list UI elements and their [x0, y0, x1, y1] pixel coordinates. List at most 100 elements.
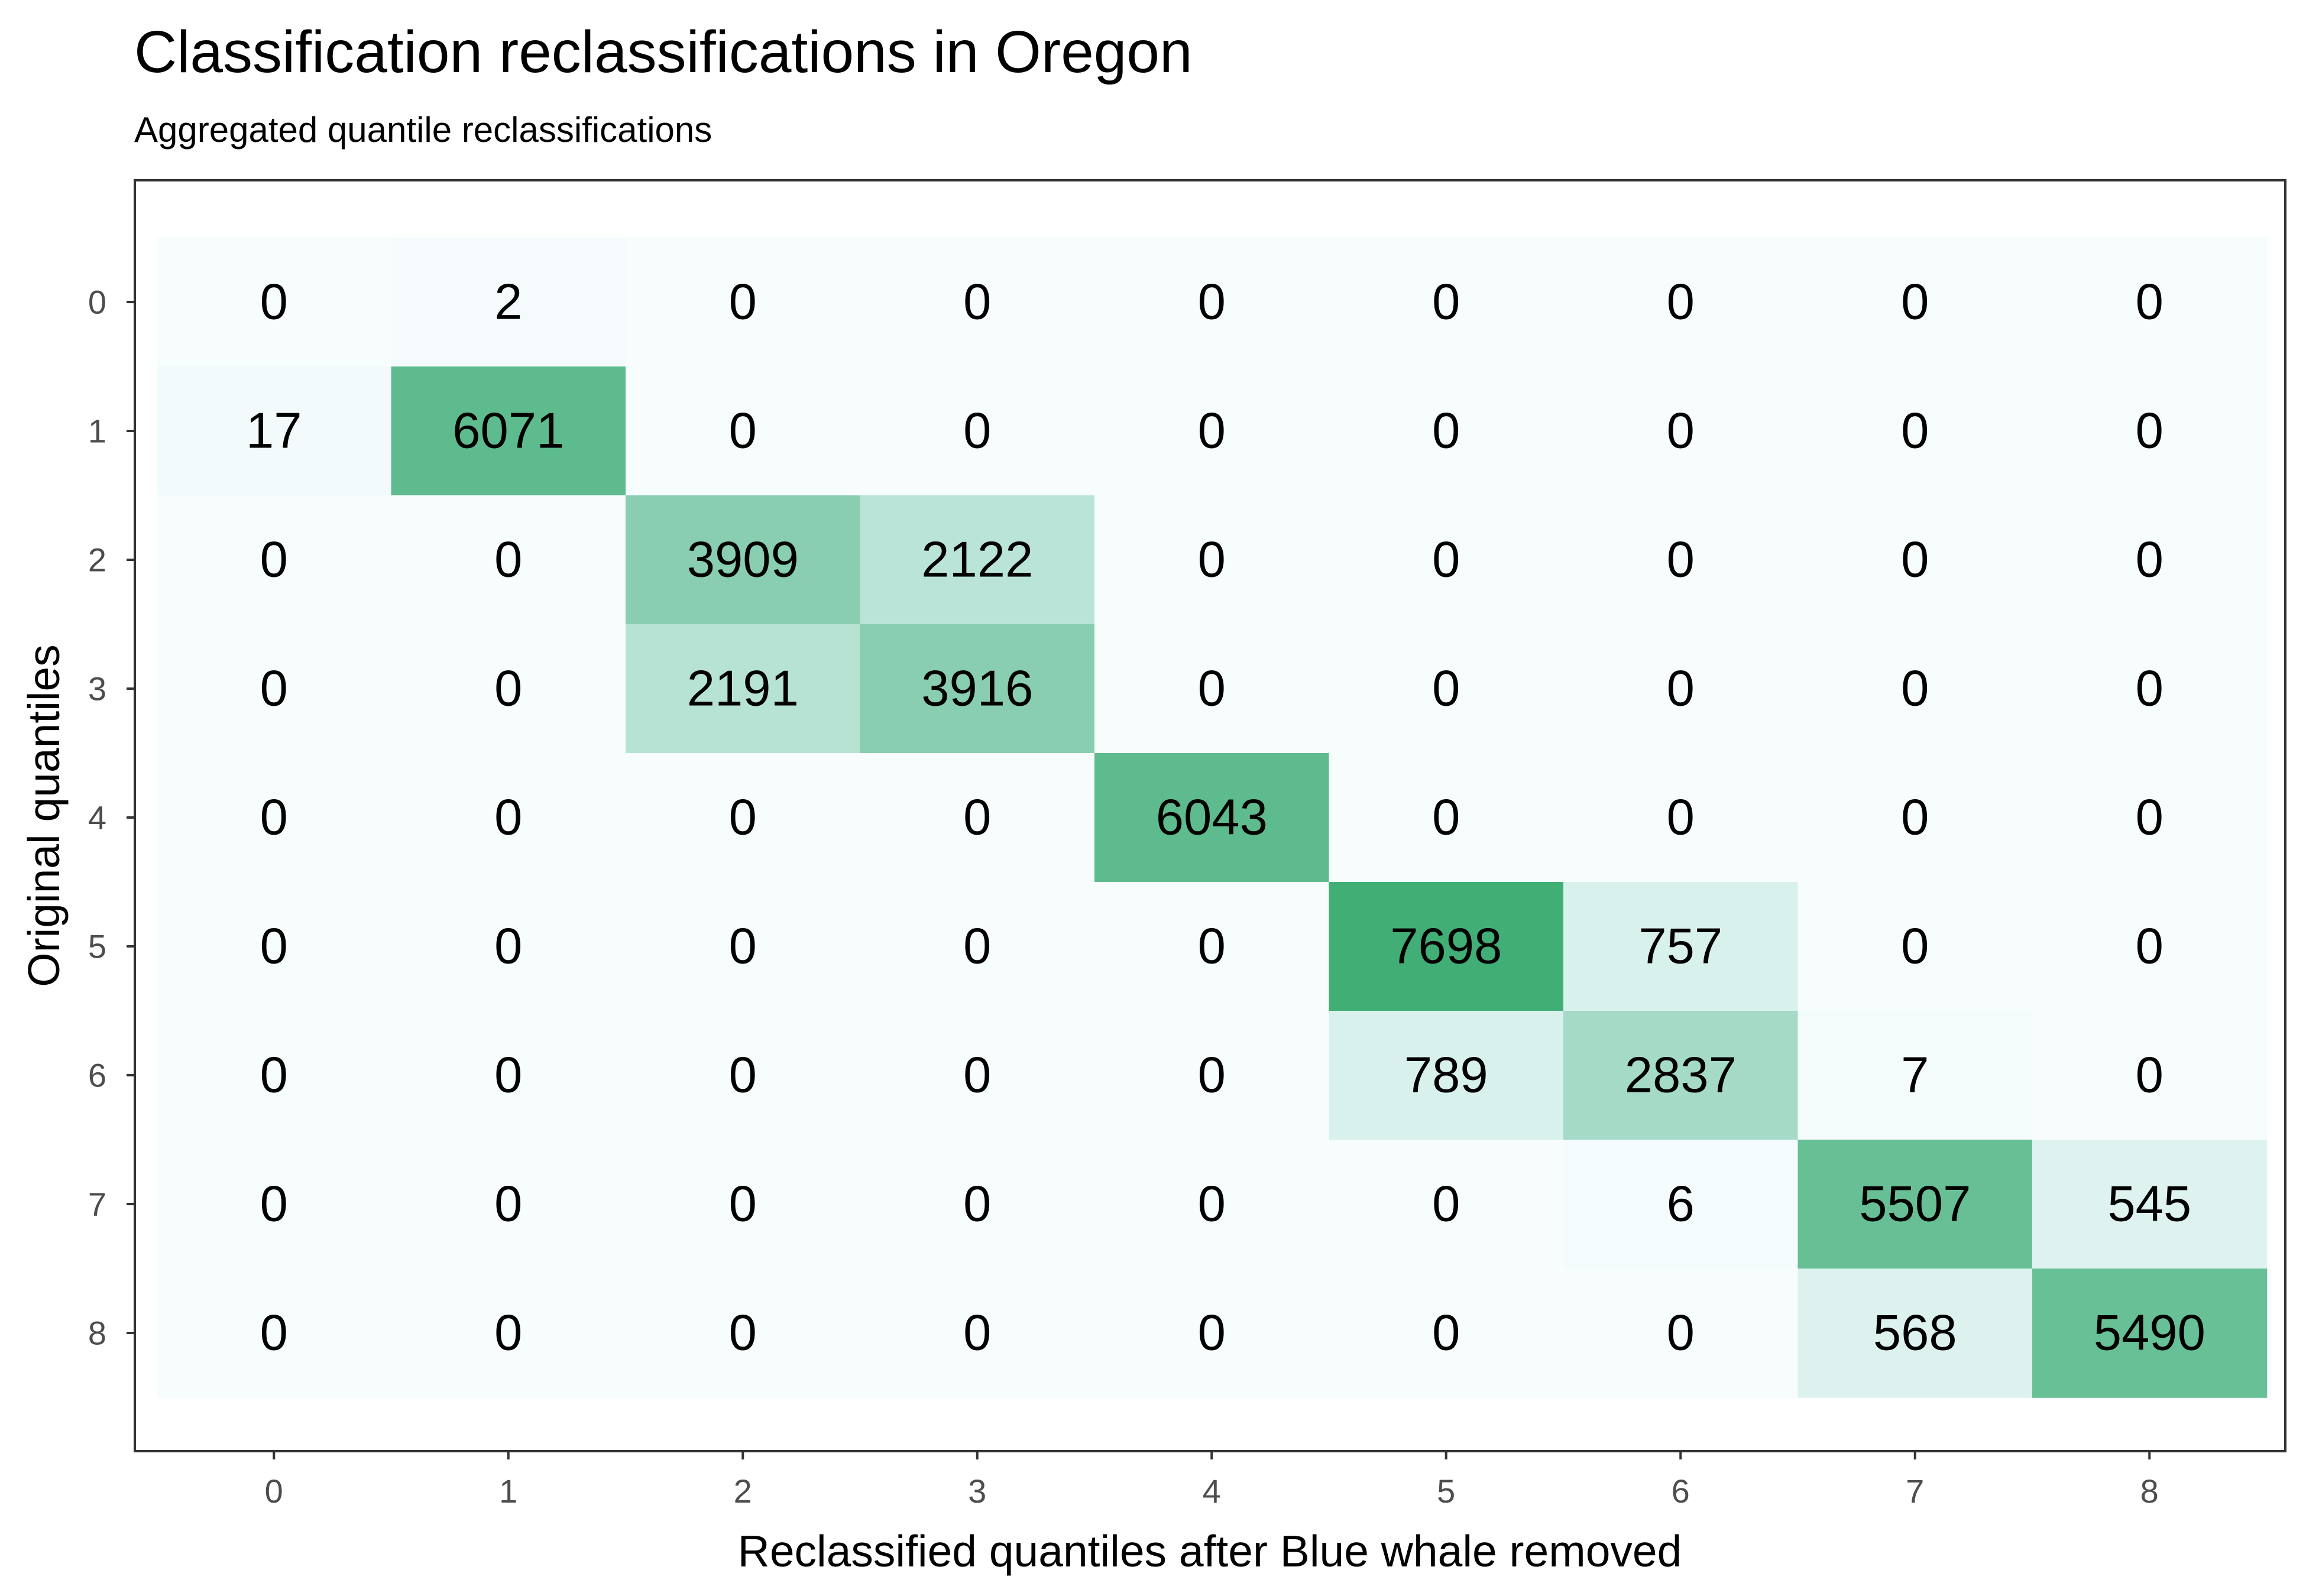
y-tick-label: 6: [88, 1057, 106, 1094]
heatmap-cell: [860, 882, 1095, 1011]
heatmap-cell: [391, 624, 626, 754]
cell-value-label: 0: [1901, 790, 1929, 846]
heatmap-cell: [1563, 753, 1799, 883]
x-tick-label: 4: [1203, 1472, 1221, 1510]
cell-value-label: 0: [494, 1047, 522, 1104]
heatmap-cell: [1563, 366, 1799, 496]
heatmap-cell: [2032, 1269, 2268, 1398]
cell-value-label: 0: [1432, 1176, 1460, 1232]
cell-value-label: 0: [729, 1305, 757, 1361]
cell-value-label: 7: [1901, 1047, 1929, 1104]
heatmap-cell-labels: 0 2 0 0 0 0 0 0 0 17 6071 0 0 0 0 0 0 0 0 0 3909 2122 0 0 0 0 0 0 0 2…: [246, 274, 2205, 1361]
heatmap-cell: [626, 1011, 861, 1140]
x-axis: 0 1 2 3 4 5 6 7 8: [265, 1451, 2159, 1510]
cell-value-label: 0: [729, 403, 757, 459]
heatmap-cell: [860, 495, 1095, 625]
heatmap-cell: [860, 1140, 1095, 1269]
cell-value-label: 3909: [687, 532, 799, 588]
y-tick-label: 7: [88, 1186, 106, 1223]
x-tick-label: 0: [265, 1472, 283, 1510]
heatmap-cell: [1094, 882, 1330, 1011]
cell-value-label: 0: [260, 274, 288, 330]
heatmap-cell: [1797, 366, 2033, 496]
heatmap-cell: [860, 366, 1095, 496]
cell-value-label: 2122: [921, 532, 1033, 588]
heatmap-cell: [2032, 238, 2268, 367]
cell-value-label: 0: [260, 1047, 288, 1104]
chart-title: Classification reclassifications in Oreg…: [134, 19, 1193, 85]
y-tick-label: 8: [88, 1315, 106, 1352]
x-tick-label: 6: [1672, 1472, 1690, 1510]
cell-value-label: 0: [1198, 661, 1226, 717]
heatmap-cell: [1563, 238, 1799, 367]
heatmap-cell: [391, 495, 626, 625]
cell-value-label: 6071: [452, 403, 564, 459]
cell-value-label: 0: [1667, 1305, 1695, 1361]
heatmap-cell: [1563, 624, 1799, 754]
x-tick-label: 5: [1437, 1472, 1455, 1510]
cell-value-label: 2191: [687, 661, 799, 717]
heatmap-cell: [157, 1269, 392, 1398]
heatmap-cell: [391, 1269, 626, 1398]
heatmap-cell: [157, 1140, 392, 1269]
chart-subtitle: Aggregated quantile reclassifications: [134, 110, 712, 150]
heatmap-cell: [157, 753, 392, 883]
cell-value-label: 6: [1667, 1176, 1695, 1232]
cell-value-label: 0: [1432, 1305, 1460, 1361]
x-tick-label: 8: [2140, 1472, 2159, 1510]
cell-value-label: 0: [729, 274, 757, 330]
cell-value-label: 3916: [921, 661, 1033, 717]
heatmap-cell: [1329, 1011, 1564, 1140]
cell-value-label: 0: [1198, 1305, 1226, 1361]
cell-value-label: 0: [1198, 532, 1226, 588]
heatmap-cell: [1094, 495, 1330, 625]
heatmap-cell: [1563, 1011, 1799, 1140]
heatmap-cell: [1797, 1011, 2033, 1140]
cell-value-label: 6043: [1156, 790, 1268, 846]
heatmap-cell: [391, 753, 626, 883]
heatmap-cell: [1094, 624, 1330, 754]
heatmap-cell: [1094, 366, 1330, 496]
cell-value-label: 0: [729, 1047, 757, 1104]
heatmap-cell: [1563, 495, 1799, 625]
heatmap-cell: [1797, 624, 2033, 754]
cell-value-label: 789: [1404, 1047, 1488, 1104]
cell-value-label: 757: [1638, 919, 1722, 975]
heatmap-cell: [1797, 753, 2033, 883]
heatmap-cell: [157, 624, 392, 754]
cell-value-label: 0: [494, 919, 522, 975]
heatmap-cell: [626, 495, 861, 625]
cell-value-label: 0: [2136, 1047, 2164, 1104]
heatmap-cell: [626, 624, 861, 754]
cell-value-label: 0: [963, 919, 991, 975]
cell-value-label: 0: [729, 1176, 757, 1232]
cell-value-label: 0: [494, 661, 522, 717]
heatmap-cell: [1329, 366, 1564, 496]
cell-value-label: 0: [1901, 274, 1929, 330]
heatmap-cell: [626, 366, 861, 496]
heatmap-cell: [1329, 1140, 1564, 1269]
heatmap-cell: [391, 366, 626, 496]
cell-value-label: 0: [963, 1047, 991, 1104]
heatmap-cell: [1797, 495, 2033, 625]
heatmap-cell: [157, 882, 392, 1011]
cell-value-label: 0: [963, 1305, 991, 1361]
cell-value-label: 0: [1667, 661, 1695, 717]
cell-value-label: 7698: [1390, 919, 1502, 975]
heatmap-cell: [2032, 366, 2268, 496]
heatmap-cell: [860, 1269, 1095, 1398]
heatmap-cells: [157, 238, 2268, 1398]
heatmap-cell: [1094, 238, 1330, 367]
cell-value-label: 0: [1901, 919, 1929, 975]
y-tick-label: 4: [88, 799, 106, 836]
heatmap-cell: [1563, 1269, 1799, 1398]
y-tick-label: 5: [88, 928, 106, 965]
cell-value-label: 0: [494, 532, 522, 588]
cell-value-label: 0: [1667, 790, 1695, 846]
cell-value-label: 0: [1198, 403, 1226, 459]
cell-value-label: 0: [2136, 919, 2164, 975]
y-axis: 0 1 2 3 4 5 6 7 8: [88, 284, 135, 1352]
cell-value-label: 0: [1667, 274, 1695, 330]
cell-value-label: 0: [1901, 403, 1929, 459]
